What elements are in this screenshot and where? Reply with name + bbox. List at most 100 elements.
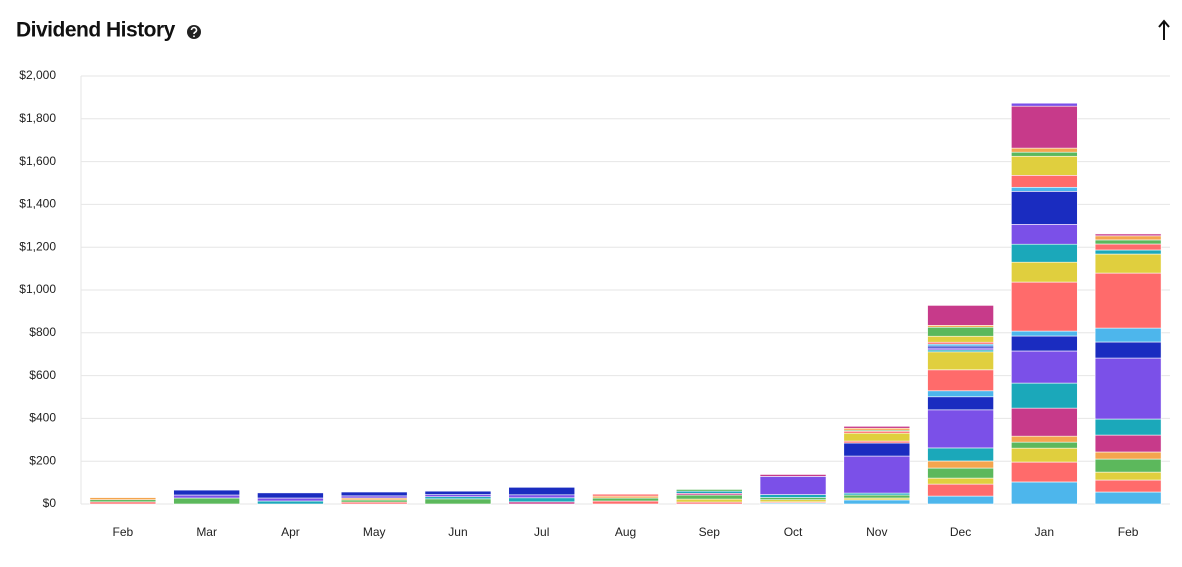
bar-segment — [927, 390, 994, 398]
bar-segment — [675, 489, 743, 492]
y-tick-label: $1,600 — [19, 154, 56, 168]
bar-segment — [843, 494, 911, 499]
bar-segment — [1011, 447, 1078, 463]
collapse-arrow[interactable] — [1158, 19, 1170, 40]
x-tick-label: May — [363, 525, 386, 539]
x-tick-label: Nov — [866, 525, 887, 539]
bar-segment — [1094, 233, 1162, 237]
y-tick-label: $1,400 — [19, 197, 56, 211]
y-tick-label: $200 — [29, 453, 56, 467]
x-tick-label: Mar — [196, 525, 217, 539]
bar-segment — [843, 426, 911, 429]
bar-segment — [1011, 261, 1078, 283]
bar-segment — [1094, 253, 1162, 274]
bar-segment — [1094, 235, 1162, 241]
bar-segment — [843, 499, 911, 505]
bar-segment — [1094, 491, 1162, 505]
x-tick-label: Jan — [1035, 525, 1054, 539]
bar-segment — [927, 396, 994, 411]
bar-segment — [1011, 155, 1078, 176]
bar-segment — [1094, 451, 1162, 460]
bar-segment — [1011, 281, 1078, 332]
bar-segment — [592, 497, 659, 502]
bar-segment — [927, 335, 994, 343]
bar-segment — [1094, 249, 1162, 255]
bar-segment — [257, 500, 324, 505]
y-tick-label: $400 — [29, 411, 56, 425]
bar-segment — [927, 483, 994, 497]
bar-segment — [257, 497, 324, 502]
bar-segment — [927, 351, 994, 371]
x-tick-label: Sep — [699, 525, 721, 539]
bar-segment — [1011, 441, 1078, 449]
bar-segment — [340, 491, 408, 497]
y-tick-label: $1,800 — [19, 111, 56, 125]
bar-segment — [1094, 272, 1162, 329]
y-tick-label: $1,000 — [19, 282, 56, 296]
bar-segment — [759, 497, 827, 501]
bar-segment — [1011, 147, 1078, 153]
bar-segment — [1011, 174, 1078, 188]
y-tick-label: $0 — [43, 496, 57, 510]
bar-segment — [1094, 341, 1162, 359]
y-tick-label: $2,000 — [19, 68, 56, 82]
bar-segment — [89, 499, 157, 503]
bar-segment — [1011, 407, 1078, 437]
x-tick-label: Jun — [448, 525, 467, 539]
bar-segment — [1094, 327, 1162, 343]
y-tick-label: $1,200 — [19, 239, 56, 253]
x-tick-label: Oct — [784, 525, 803, 539]
x-tick-label: Apr — [281, 525, 300, 539]
bar-segment — [927, 409, 994, 449]
bar-segment — [257, 492, 324, 499]
help-icon[interactable] — [187, 25, 201, 39]
bar-segment — [1011, 243, 1078, 263]
bar-segment — [424, 498, 492, 505]
bar-segment — [1011, 102, 1078, 107]
bar-segment — [1094, 479, 1162, 493]
bar-segment — [508, 494, 576, 499]
bar-segment — [340, 499, 408, 503]
bar-segment — [424, 494, 492, 498]
bar-segment — [843, 432, 911, 442]
bar-segment — [508, 501, 576, 505]
y-tick-label: $600 — [29, 368, 56, 382]
bar-segment — [1094, 243, 1162, 251]
bar-segment — [1094, 471, 1162, 481]
bar-segment — [927, 477, 994, 485]
bar-segment — [1011, 224, 1078, 245]
bar-segment — [173, 494, 240, 499]
bar-segment — [927, 447, 994, 462]
bar-segment — [927, 467, 994, 479]
bar-segment — [1011, 461, 1078, 483]
x-tick-label: Dec — [950, 525, 971, 539]
bar-segment — [424, 496, 492, 500]
bar-segment — [759, 476, 827, 495]
bar-segment — [1011, 105, 1078, 149]
bar-segment — [1011, 435, 1078, 443]
bar-segment — [843, 442, 911, 457]
bar-segment — [1094, 357, 1162, 420]
bar-segment — [1011, 330, 1078, 337]
bar-segment — [759, 499, 827, 503]
bar-segment — [1094, 458, 1162, 473]
x-tick-label: Jul — [534, 525, 549, 539]
bar-segment — [927, 305, 994, 326]
bar-segment — [508, 487, 576, 496]
bar-segment — [927, 460, 994, 469]
bar-segment — [1011, 335, 1078, 352]
bar-segment — [1011, 382, 1078, 409]
bar-segment — [89, 497, 157, 501]
bar-segment — [843, 455, 911, 494]
bar-segment — [1011, 151, 1078, 157]
bar-segment — [1094, 434, 1162, 453]
bar-segment — [675, 494, 743, 500]
bar-segment — [1094, 418, 1162, 436]
bar-segment — [1011, 186, 1078, 192]
bar-segment — [927, 326, 994, 337]
y-tick-label: $800 — [29, 325, 56, 339]
bar-segment — [1094, 239, 1162, 245]
bar-segment — [508, 497, 576, 503]
bar-segment — [759, 474, 827, 477]
